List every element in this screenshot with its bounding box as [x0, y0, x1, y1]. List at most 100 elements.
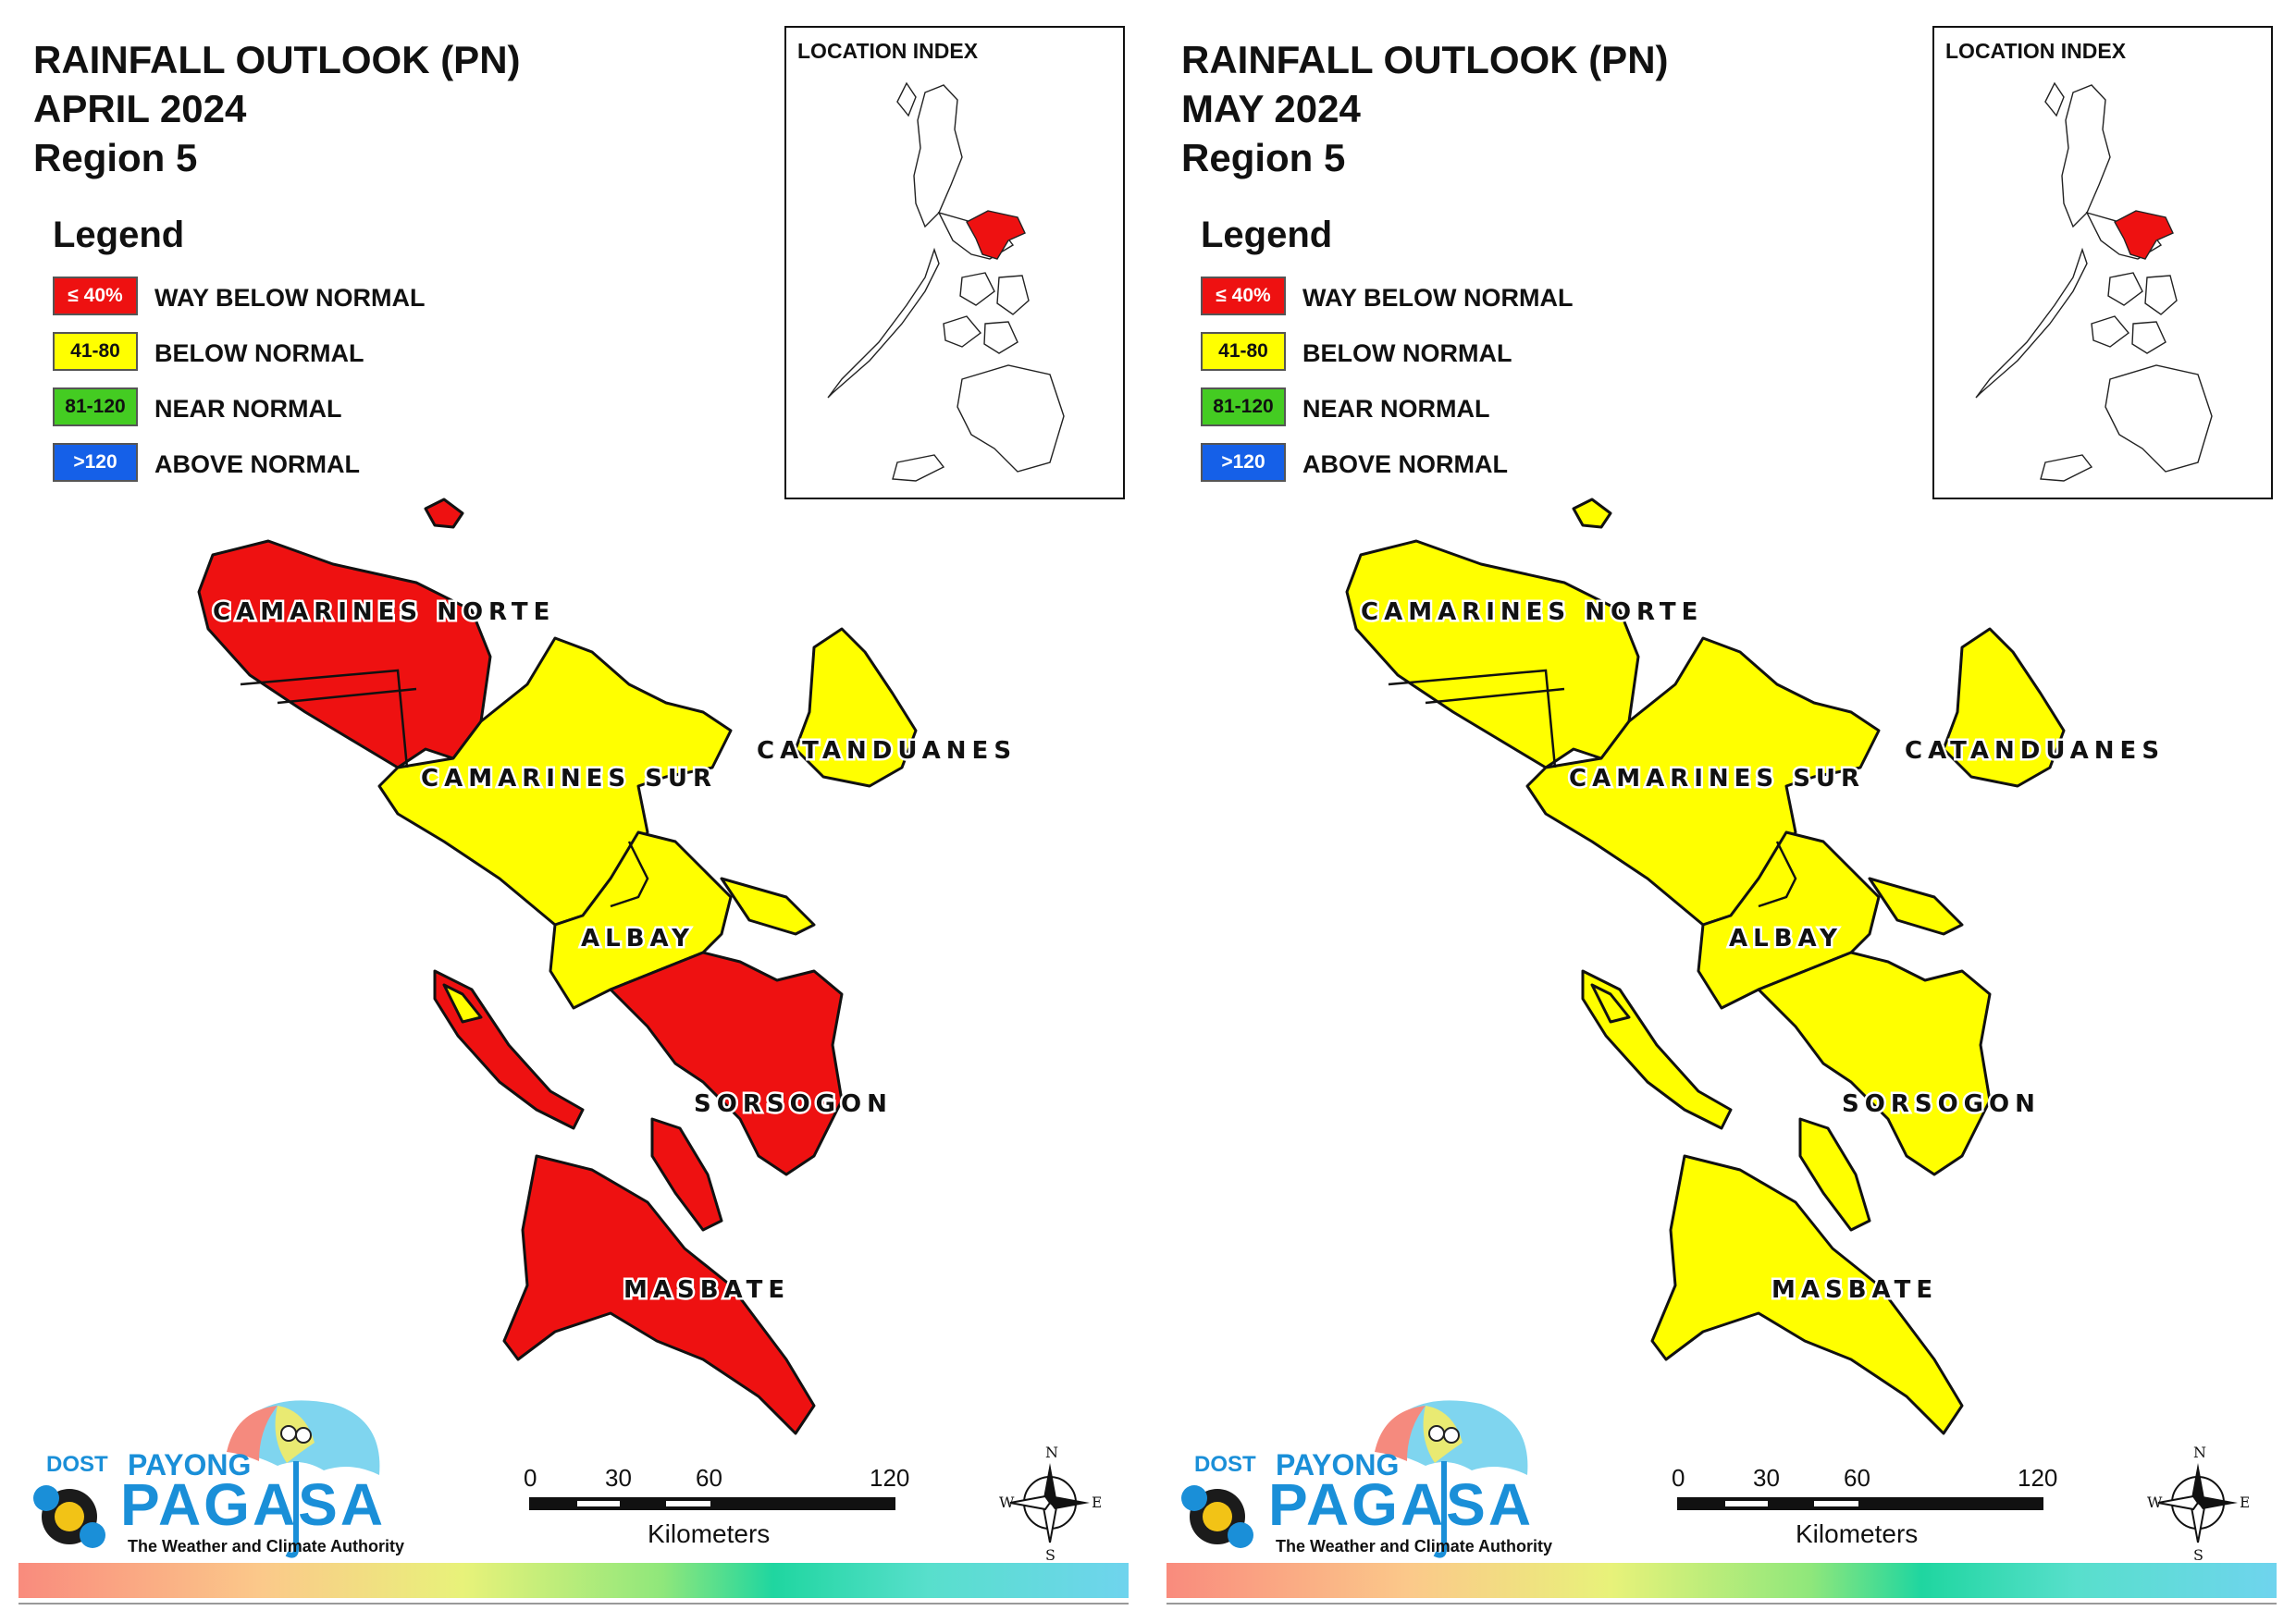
- province-camarines-sur: [377, 636, 733, 927]
- title-line-1: RAINFALL OUTLOOK (PN): [33, 38, 521, 81]
- scale-bar-graphic: [1677, 1497, 2043, 1510]
- inset-title: LOCATION INDEX: [1945, 39, 2127, 63]
- scale-tick: 30: [1753, 1464, 1780, 1492]
- legend-label: NEAR NORMAL: [154, 395, 342, 423]
- scale-tick: 0: [1672, 1464, 1685, 1492]
- location-index-inset: LOCATION INDEX: [1932, 26, 2273, 499]
- island-san-miguel: [720, 877, 816, 936]
- bicol-region-highlight: [2114, 210, 2174, 260]
- province-sorsogon: [1757, 951, 1992, 1176]
- label-masbate: MASBATE: [623, 1276, 790, 1304]
- philippines-outline-map: [1975, 81, 2213, 482]
- province-albay: [1697, 830, 1881, 1010]
- compass-s: S: [2193, 1546, 2203, 1563]
- region-5-map: CAMARINES NORTE CAMARINES SUR CATANDUANE…: [1345, 498, 2165, 1435]
- province-camarines-norte: [197, 539, 492, 769]
- title-line-2: APRIL 2024: [33, 87, 247, 130]
- legend-item-near-normal: 81-120 NEAR NORMAL: [1201, 387, 1490, 443]
- compass-s: S: [1045, 1546, 1055, 1563]
- legend-item-above-normal: >120 ABOVE NORMAL: [1201, 443, 1508, 498]
- title-line-1: RAINFALL OUTLOOK (PN): [1181, 38, 1669, 81]
- scale-tick: 120: [870, 1464, 910, 1492]
- province-masbate: [502, 1154, 816, 1435]
- title-block: RAINFALL OUTLOOK (PN) MAY 2024 Region 5: [1181, 35, 1669, 182]
- outlook-panel-may: RAINFALL OUTLOOK (PN) MAY 2024 Region 5 …: [1148, 0, 2296, 1623]
- legend-label: WAY BELOW NORMAL: [154, 284, 426, 312]
- scale-bar-graphic: [529, 1497, 895, 1510]
- outlook-panel-april: RAINFALL OUTLOOK (PN) APRIL 2024 Region …: [19, 26, 1129, 1605]
- compass-w: W: [2147, 1494, 2163, 1511]
- legend-swatch: ≤ 40%: [53, 277, 138, 315]
- footer-gradient-bar: [19, 1563, 1129, 1598]
- legend-swatch: 41-80: [53, 332, 138, 371]
- footer-divider: [1167, 1603, 2277, 1605]
- island-burias-tip: [442, 983, 483, 1024]
- scale-tick: 60: [696, 1464, 722, 1492]
- province-albay: [549, 830, 733, 1010]
- legend-swatch: >120: [1201, 443, 1286, 482]
- scale-tick: 60: [1844, 1464, 1870, 1492]
- label-sorsogon: SORSOGON: [1842, 1090, 2041, 1118]
- legend-item-below-normal: 41-80 BELOW NORMAL: [53, 332, 364, 387]
- label-camarines-norte: CAMARINES NORTE: [213, 598, 555, 626]
- legend: Legend ≤ 40% WAY BELOW NORMAL 41-80 BELO…: [1201, 215, 1574, 498]
- payong-pagasa-logo: DOST PAYONG PAGASA The Weather and Clima…: [1176, 1387, 1552, 1563]
- compass-rose: N E S W: [2147, 1443, 2251, 1564]
- compass-e: E: [2240, 1494, 2249, 1511]
- title-block: RAINFALL OUTLOOK (PN) APRIL 2024 Region …: [33, 35, 521, 182]
- legend-swatch: >120: [53, 443, 138, 482]
- label-albay: ALBAY: [581, 925, 695, 953]
- island-ticao: [650, 1117, 723, 1232]
- pagasa-wordmark: PAGASA: [120, 1471, 387, 1538]
- payong-wordmark: PAYONG: [128, 1448, 252, 1482]
- title-line-3: Region 5: [33, 136, 198, 179]
- payong-wordmark: PAYONG: [1276, 1448, 1400, 1482]
- province-sorsogon: [609, 951, 844, 1176]
- label-catanduanes: CATANDUANES: [757, 737, 1017, 765]
- compass-rose: N E S W: [999, 1443, 1103, 1564]
- legend-label: BELOW NORMAL: [154, 339, 364, 367]
- umbrella-icon: [1181, 1400, 1528, 1558]
- province-catanduanes: [1942, 627, 2066, 788]
- legend-swatch: 41-80: [1201, 332, 1286, 371]
- province-camarines-sur: [1525, 636, 1881, 927]
- region-5-map: CAMARINES NORTE CAMARINES SUR CATANDUANE…: [197, 498, 1017, 1435]
- pagasa-wordmark: PAGASA: [1268, 1471, 1535, 1538]
- legend-item-near-normal: 81-120 NEAR NORMAL: [53, 387, 342, 443]
- bicol-region-highlight: [966, 210, 1026, 260]
- island-calaguas: [1572, 498, 1612, 529]
- legend-swatch: 81-120: [1201, 387, 1286, 426]
- scale-bar: 0 30 60 120 Kilometers: [1666, 1457, 2092, 1568]
- logo-tagline: The Weather and Climate Authority: [1276, 1537, 1553, 1555]
- location-index-inset: LOCATION INDEX: [784, 26, 1125, 499]
- compass-w: W: [999, 1494, 1015, 1511]
- legend-swatch: 81-120: [53, 387, 138, 426]
- legend: Legend ≤ 40% WAY BELOW NORMAL 41-80 BELO…: [53, 215, 426, 498]
- logo-tagline: The Weather and Climate Authority: [128, 1537, 405, 1555]
- compass-icon: N E S W: [999, 1444, 1103, 1564]
- label-camarines-sur: CAMARINES SUR: [421, 765, 717, 793]
- compass-icon: N E S W: [2147, 1444, 2251, 1564]
- title-line-2: MAY 2024: [1181, 87, 1361, 130]
- legend-label: BELOW NORMAL: [1302, 339, 1512, 367]
- payong-pagasa-logo: DOST PAYONG PAGASA The Weather and Clima…: [28, 1387, 404, 1563]
- legend-item-way-below-normal: ≤ 40% WAY BELOW NORMAL: [53, 277, 426, 332]
- label-albay: ALBAY: [1729, 925, 1843, 953]
- scale-bar: 0 30 60 120 Kilometers: [518, 1457, 944, 1568]
- legend-label: ABOVE NORMAL: [154, 450, 360, 478]
- label-catanduanes: CATANDUANES: [1905, 737, 2165, 765]
- label-camarines-norte: CAMARINES NORTE: [1361, 598, 1703, 626]
- compass-e: E: [1092, 1494, 1101, 1511]
- title-line-3: Region 5: [1181, 136, 1346, 179]
- footer-gradient-bar: [1167, 1563, 2277, 1598]
- label-camarines-sur: CAMARINES SUR: [1569, 765, 1865, 793]
- legend-item-way-below-normal: ≤ 40% WAY BELOW NORMAL: [1201, 277, 1574, 332]
- compass-n: N: [2193, 1444, 2206, 1461]
- province-camarines-norte: [1345, 539, 1640, 769]
- island-burias-tip: [1590, 983, 1631, 1024]
- legend-label: NEAR NORMAL: [1302, 395, 1490, 423]
- scale-unit: Kilometers: [1796, 1519, 1919, 1548]
- compass-n: N: [1045, 1444, 1058, 1461]
- legend-label: ABOVE NORMAL: [1302, 450, 1508, 478]
- label-sorsogon: SORSOGON: [694, 1090, 893, 1118]
